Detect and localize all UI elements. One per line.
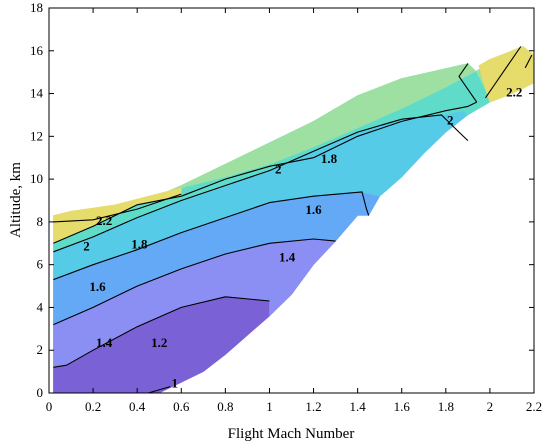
y-axis-label: Altitude, km	[8, 162, 24, 238]
contour-label-2: 1.4	[96, 335, 113, 350]
plot-frame	[48, 7, 535, 394]
x-tick-label-0: 0	[46, 399, 53, 414]
y-tick-label-5: 10	[30, 171, 43, 186]
contour-label-3: 1.4	[279, 249, 296, 264]
x-tick-label-7: 1.4	[350, 399, 367, 414]
contour-line-1	[53, 296, 270, 368]
contour-label-0: 1	[171, 375, 178, 390]
contour-line-6	[458, 63, 478, 103]
contour-line-4	[53, 114, 469, 253]
contour-label-1: 1.2	[151, 335, 167, 350]
x-axis-label: Flight Mach Number	[228, 426, 355, 442]
contour-label-12: 2.2	[506, 85, 522, 100]
contour-label-9: 2	[275, 162, 282, 177]
x-tick-label-2: 0.4	[129, 399, 146, 414]
y-tick-label-7: 14	[30, 86, 44, 101]
contour-line-8	[485, 46, 522, 99]
y-tick-label-1: 2	[37, 342, 44, 357]
x-axis-ticks: 0 0.2 0.4 0.6 0.8 1 1.2 1.4 1.6 1.8 2 2.2	[46, 8, 542, 414]
contour-label-11: 2.2	[96, 213, 112, 228]
contour-line-2	[53, 238, 336, 326]
contour-label-5: 1.6	[305, 202, 322, 217]
contour-line-9	[524, 54, 533, 69]
contour-label-7: 1.8	[321, 151, 338, 166]
contour-lines	[53, 46, 533, 394]
y-tick-label-4: 8	[37, 214, 44, 229]
x-tick-label-8: 1.6	[394, 399, 411, 414]
contour-label-8: 2	[83, 239, 90, 254]
y-tick-label-8: 16	[30, 43, 44, 58]
y-tick-label-2: 4	[37, 299, 44, 314]
x-tick-label-5: 1	[266, 399, 273, 414]
x-tick-label-9: 1.8	[438, 399, 454, 414]
contour-fills	[53, 46, 535, 394]
x-tick-label-10: 2	[487, 399, 494, 414]
x-tick-label-11: 2.2	[526, 399, 542, 414]
contour-label-10: 2	[447, 112, 454, 127]
y-tick-label-6: 12	[30, 128, 43, 143]
x-tick-label-1: 0.2	[85, 399, 101, 414]
y-tick-label-3: 6	[37, 257, 44, 272]
contour-line-0	[148, 386, 171, 394]
contour-line-5	[53, 101, 477, 244]
contour-label-6: 1.8	[131, 236, 148, 251]
x-tick-label-3: 0.6	[173, 399, 190, 414]
contour-label-4: 1.6	[89, 279, 106, 294]
x-tick-label-4: 0.8	[217, 399, 233, 414]
contour-line-7	[53, 193, 182, 223]
y-tick-label-9: 18	[30, 0, 43, 15]
y-tick-label-0: 0	[37, 385, 44, 400]
contour-line-3	[53, 191, 370, 281]
contour-labels: 1 1.2 1.4 1.4 1.6 1.6 1.8 1.8 2 2 2 2.2 2.2	[83, 85, 522, 391]
x-tick-label-6: 1.2	[305, 399, 321, 414]
